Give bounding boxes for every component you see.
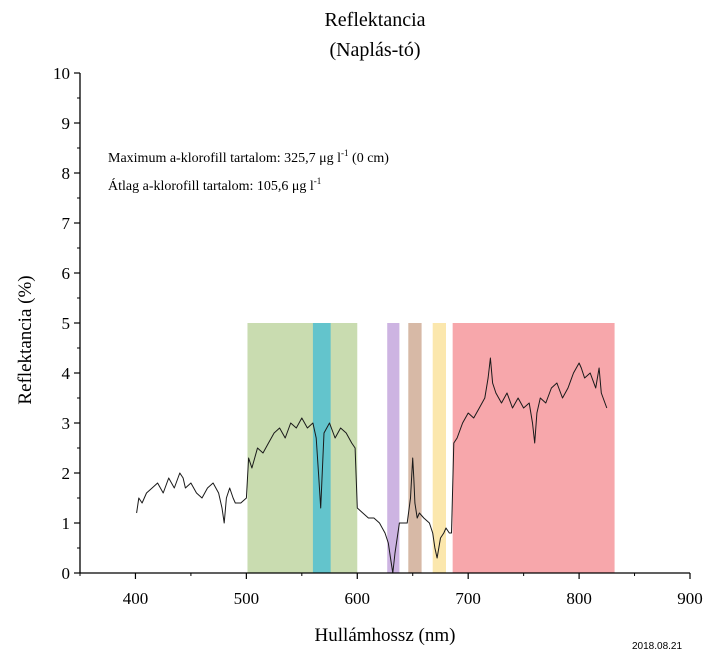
y-tick-label-9: 9 <box>62 114 71 133</box>
y-tick-label-6: 6 <box>62 264 71 283</box>
date-stamp: 2018.08.21 <box>632 641 682 651</box>
y-tick-label-10: 10 <box>53 64 70 83</box>
y-tick-label-7: 7 <box>62 214 71 233</box>
x-tick-label-400: 400 <box>123 589 149 608</box>
y-tick-label-0: 0 <box>62 564 71 583</box>
y-tick-label-8: 8 <box>62 164 71 183</box>
y-tick-label-1: 1 <box>62 514 71 533</box>
x-axis-label: Hullámhossz (nm) <box>315 625 456 646</box>
band-3 <box>408 323 422 573</box>
band-1 <box>312 323 331 573</box>
series-layer <box>136 357 608 574</box>
band-2 <box>387 323 400 573</box>
y-tick-label-2: 2 <box>62 464 71 483</box>
band-5 <box>452 323 615 573</box>
chart-title: Reflektancia <box>324 9 425 31</box>
x-tick-label-900: 900 <box>677 589 703 608</box>
annotation-max-chlorophyll: Maximum a-klorofill tartalom: 325,7 μg l… <box>108 148 389 166</box>
x-tick-label-800: 800 <box>566 589 592 608</box>
x-tick-label-500: 500 <box>234 589 260 608</box>
y-tick-label-5: 5 <box>62 314 71 333</box>
x-tick-label-600: 600 <box>345 589 371 608</box>
wavelength-bands <box>247 323 615 573</box>
y-tick-label-3: 3 <box>62 414 71 433</box>
band-4 <box>432 323 446 573</box>
x-tick-label-700: 700 <box>455 589 481 608</box>
series-line-0 <box>136 357 608 574</box>
y-axis-label: Reflektancia (%) <box>15 275 36 404</box>
y-tick-label-4: 4 <box>62 364 71 383</box>
chart-subtitle: (Naplás-tó) <box>329 39 420 61</box>
tick-labels: 400 500 600 700 800 900 0 1 2 3 4 5 6 7 8 9 10 <box>53 64 703 608</box>
annotation-avg-chlorophyll: Átlag a-klorofill tartalom: 105,6 μg l-1 <box>108 176 321 194</box>
axes <box>74 72 691 579</box>
band-0 <box>247 323 358 573</box>
